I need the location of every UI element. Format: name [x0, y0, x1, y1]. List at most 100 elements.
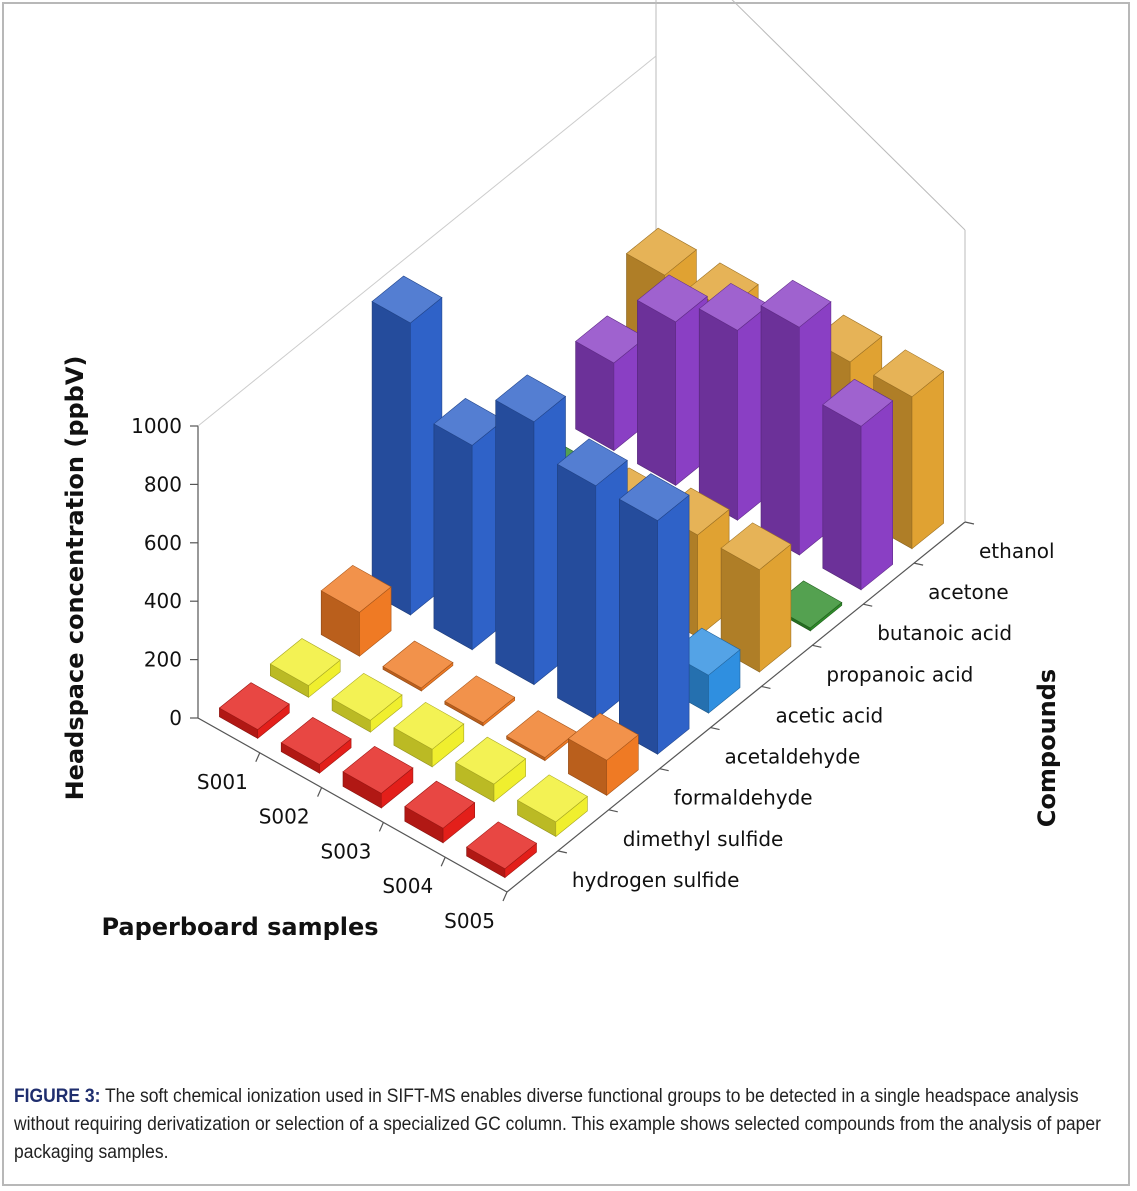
bar-s001-hydrogen-sulfide: [218, 682, 290, 740]
bar-face-front: [371, 300, 411, 616]
bar-s003-acetaldehyde: [495, 374, 567, 686]
bar-face-top: [331, 672, 403, 721]
bar-face-top: [444, 675, 516, 724]
caption-label: FIGURE 3:: [14, 1086, 101, 1107]
bar-s001-dimethyl-sulfide: [269, 638, 341, 698]
bar-face-top: [506, 710, 578, 758]
z-tick-label: 800: [144, 472, 182, 496]
bar-face-top: [636, 274, 708, 323]
sample-tick-label: S003: [321, 839, 372, 863]
compound-tick-label: acetic acid: [775, 703, 883, 727]
sample-tick-label: S005: [444, 909, 495, 933]
z-tick-label: 600: [144, 531, 182, 555]
bar-face-top: [567, 712, 639, 761]
bar-s002-acetaldehyde: [433, 398, 505, 651]
bar-s004-formaldehyde: [506, 710, 578, 762]
bar-s002-acetone: [636, 274, 708, 487]
bar-s004-hydrogen-sulfide: [404, 780, 476, 844]
compound-tick: [761, 685, 771, 690]
bar-s003-dimethyl-sulfide: [393, 701, 465, 768]
bar-face-front: [822, 404, 862, 591]
bar-face-top: [618, 473, 690, 521]
bar-s004-acetaldehyde: [556, 438, 628, 721]
bar-face-front: [698, 308, 738, 521]
x-axis-title: Paperboard samples: [101, 913, 378, 941]
bar-face-top: [495, 374, 567, 423]
bar-s005-acetaldehyde: [618, 473, 690, 755]
bar-face-top: [280, 717, 352, 765]
bar-s002-hydrogen-sulfide: [280, 717, 352, 774]
bar-face-top: [269, 638, 341, 686]
bar-s002-formaldehyde: [382, 640, 454, 692]
bar-s005-hydrogen-sulfide: [466, 821, 538, 879]
bar-s004-acetone: [760, 279, 832, 556]
bar-layer: [218, 227, 945, 879]
bar-face-side: [657, 494, 690, 755]
sample-tick-label: S002: [259, 805, 310, 829]
compound-tick: [710, 726, 720, 731]
compound-tick: [557, 850, 568, 854]
bar-s004-dimethyl-sulfide: [455, 736, 527, 803]
back-wall-top: [731, 0, 966, 231]
figure-caption: FIGURE 3: The soft chemical ionization u…: [14, 1083, 1118, 1167]
compound-tick-label: propanoic acid: [826, 662, 973, 686]
compound-tick-label: acetaldehyde: [725, 745, 861, 769]
left-wall-top: [197, 55, 657, 427]
bar-face-top: [455, 736, 527, 785]
compound-axis-line: [506, 521, 966, 893]
compound-tick-label: butanoic acid: [877, 621, 1012, 645]
bar-face-top: [393, 701, 465, 750]
bar-face-top: [822, 378, 894, 427]
bar-face-front: [495, 399, 535, 686]
compound-tick: [659, 768, 669, 772]
bar-s003-hydrogen-sulfide: [342, 745, 414, 809]
compound-tick: [863, 603, 873, 607]
bar-s005-formaldehyde: [567, 712, 639, 797]
bar-face-front: [557, 463, 597, 720]
sample-tick: [378, 822, 384, 832]
compound-tick: [812, 644, 822, 648]
bar-face-top: [218, 682, 290, 730]
bar-face-top: [382, 640, 454, 689]
bar-s005-acetone: [822, 378, 894, 591]
bar-face-side: [911, 370, 944, 550]
bar-s003-formaldehyde: [444, 675, 516, 727]
compound-tick-label: dimethyl sulfide: [623, 827, 784, 851]
bar-face-top: [556, 438, 628, 487]
bar-s005-dimethyl-sulfide: [516, 774, 588, 838]
bar-face-front: [433, 423, 473, 651]
bar-face-top: [625, 227, 697, 276]
bar-s005-propanoic-acid: [720, 522, 792, 673]
z-axis-title: Headspace concentration (ppbV): [61, 356, 89, 801]
bar-s001-acetaldehyde: [371, 275, 443, 616]
bar-face-top: [342, 745, 414, 794]
compound-tick-label: hydrogen sulfide: [572, 868, 740, 892]
compound-tick-label: ethanol: [979, 539, 1055, 563]
bar-face-top: [320, 564, 392, 613]
bar-face-top: [404, 780, 476, 829]
compound-tick: [913, 562, 924, 566]
bar-face-top: [873, 349, 945, 398]
sample-tick-label: S001: [197, 770, 248, 794]
bar-face-top: [760, 279, 832, 328]
bar-face-top: [466, 821, 538, 870]
tick-layer: 0 200 400 600 800 1000 S001 S002 S003 S004 S005 hyd…: [131, 414, 1054, 933]
y-axis-title: Compounds: [1033, 669, 1061, 827]
bar-face-front: [618, 498, 658, 755]
bar-s002-dimethyl-sulfide: [331, 672, 403, 733]
caption-text: The soft chemical ionization used in SIF…: [14, 1086, 1101, 1163]
compound-tick: [608, 809, 618, 813]
z-tick-label: 0: [169, 706, 182, 730]
sample-tick-label: S004: [382, 874, 433, 898]
z-tick-label: 200: [144, 648, 182, 672]
bar-face-side: [860, 400, 894, 591]
bar-face-front: [760, 305, 800, 556]
bar-face-top: [720, 522, 792, 571]
bar-s003-acetone: [698, 282, 770, 521]
bar-face-front: [637, 299, 677, 486]
compound-tick-label: formaldehyde: [674, 786, 813, 810]
z-tick-label: 400: [144, 589, 182, 613]
sample-tick: [317, 787, 323, 797]
bar-s001-acetone: [575, 315, 647, 452]
bar-face-top: [516, 774, 588, 823]
